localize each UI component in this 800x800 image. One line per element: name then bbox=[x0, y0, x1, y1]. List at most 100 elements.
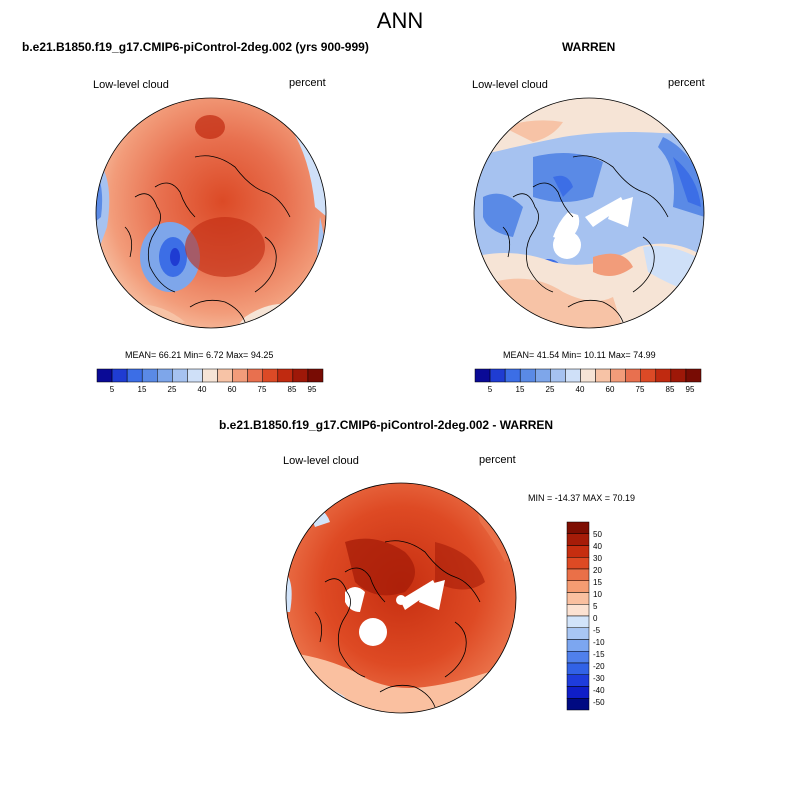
colorbar-swatch bbox=[566, 592, 590, 605]
colorbar-swatch bbox=[565, 368, 581, 383]
colorbar-swatch bbox=[232, 368, 248, 383]
bottom-polar-map bbox=[285, 482, 517, 714]
colorbar-swatch bbox=[504, 368, 521, 383]
colorbar-swatch bbox=[566, 568, 590, 581]
left-stats: MEAN= 66.21 Min= 6.72 Max= 94.25 bbox=[125, 350, 274, 360]
colorbar-swatch bbox=[566, 662, 590, 675]
left-colorbar-tick: 15 bbox=[137, 385, 147, 394]
left-colorbar-tick: 5 bbox=[109, 385, 115, 394]
left-panel-title: b.e21.B1850.f19_g17.CMIP6-piControl-2deg… bbox=[22, 40, 369, 54]
right-colorbar-labels: 5 15 25 40 60 75 85 95 bbox=[475, 385, 701, 397]
colorbar-swatch bbox=[217, 368, 233, 383]
bottom-colorbar-tick: 5 bbox=[593, 602, 598, 611]
left-colorbar bbox=[96, 368, 324, 383]
bottom-colorbar-tick: -50 bbox=[593, 698, 605, 707]
colorbar-swatch bbox=[566, 674, 590, 687]
left-colorbar-labels: 5 15 25 40 60 75 85 95 bbox=[97, 385, 323, 397]
bottom-colorbar-tick: -10 bbox=[593, 638, 605, 647]
colorbar-swatch bbox=[292, 368, 309, 383]
colorbar-swatch bbox=[111, 368, 128, 383]
bottom-colorbar-labels: 50 40 30 20 15 10 5 0 -5 -10 -15 -20 -30… bbox=[593, 526, 633, 716]
colorbar-swatch bbox=[519, 368, 536, 383]
colorbar-swatch bbox=[566, 545, 590, 558]
colorbar-swatch bbox=[566, 627, 590, 640]
colorbar-swatch bbox=[566, 639, 590, 652]
right-colorbar-swatches bbox=[474, 368, 702, 383]
right-stats: MEAN= 41.54 Min= 10.11 Max= 74.99 bbox=[503, 350, 656, 360]
bottom-panel-title: b.e21.B1850.f19_g17.CMIP6-piControl-2deg… bbox=[219, 418, 554, 432]
colorbar-swatch bbox=[141, 368, 158, 383]
colorbar-swatch bbox=[535, 368, 551, 383]
colorbar-swatch bbox=[566, 521, 590, 534]
right-colorbar bbox=[474, 368, 702, 383]
colorbar-swatch bbox=[474, 368, 491, 383]
colorbar-swatch bbox=[262, 368, 279, 383]
right-polar-map bbox=[473, 97, 705, 329]
right-colorbar-tick: 15 bbox=[515, 385, 525, 394]
right-units-label: percent bbox=[668, 77, 705, 89]
colorbar-swatch bbox=[566, 615, 590, 628]
left-colorbar-tick: 95 bbox=[307, 385, 317, 394]
bottom-colorbar bbox=[566, 521, 590, 711]
bottom-units-label: percent bbox=[479, 454, 516, 466]
bottom-colorbar-tick: 40 bbox=[593, 542, 602, 551]
bottom-colorbar-swatches bbox=[566, 521, 590, 711]
right-variable-label: Low-level cloud bbox=[472, 79, 548, 91]
colorbar-swatch bbox=[640, 368, 657, 383]
colorbar-swatch bbox=[566, 533, 590, 546]
colorbar-swatch bbox=[550, 368, 566, 383]
left-colorbar-tick: 85 bbox=[287, 385, 297, 394]
colorbar-swatch bbox=[685, 368, 702, 383]
colorbar-swatch bbox=[595, 368, 611, 383]
bottom-colorbar-tick: 10 bbox=[593, 590, 602, 599]
left-colorbar-tick: 60 bbox=[227, 385, 237, 394]
colorbar-swatch bbox=[566, 604, 590, 617]
bottom-colorbar-tick: -5 bbox=[593, 626, 601, 635]
left-colorbar-tick: 40 bbox=[197, 385, 207, 394]
right-colorbar-tick: 40 bbox=[575, 385, 585, 394]
colorbar-swatch bbox=[655, 368, 672, 383]
colorbar-swatch bbox=[566, 651, 590, 664]
colorbar-swatch bbox=[566, 557, 590, 570]
right-colorbar-tick: 60 bbox=[605, 385, 615, 394]
bottom-colorbar-tick: -40 bbox=[593, 686, 605, 695]
bottom-colorbar-tick: -30 bbox=[593, 674, 605, 683]
colorbar-swatch bbox=[566, 686, 590, 699]
colorbar-swatch bbox=[670, 368, 687, 383]
right-colorbar-tick: 95 bbox=[685, 385, 695, 394]
colorbar-swatch bbox=[202, 368, 218, 383]
right-colorbar-tick: 75 bbox=[635, 385, 645, 394]
bottom-colorbar-tick: 20 bbox=[593, 566, 602, 575]
colorbar-swatch bbox=[489, 368, 506, 383]
right-colorbar-tick: 25 bbox=[545, 385, 555, 394]
left-variable-label: Low-level cloud bbox=[93, 79, 169, 91]
colorbar-swatch bbox=[307, 368, 324, 383]
left-colorbar-tick: 75 bbox=[257, 385, 267, 394]
bottom-colorbar-tick: 0 bbox=[593, 614, 598, 623]
colorbar-swatch bbox=[625, 368, 641, 383]
colorbar-swatch bbox=[187, 368, 203, 383]
main-title: ANN bbox=[376, 8, 424, 33]
bottom-variable-label: Low-level cloud bbox=[283, 455, 359, 467]
right-panel-title: WARREN bbox=[562, 40, 616, 54]
colorbar-swatch bbox=[247, 368, 263, 383]
bottom-colorbar-tick: 15 bbox=[593, 578, 602, 587]
bottom-colorbar-tick: -20 bbox=[593, 662, 605, 671]
left-colorbar-swatches bbox=[96, 368, 324, 383]
colorbar-swatch bbox=[610, 368, 626, 383]
colorbar-swatch bbox=[580, 368, 596, 383]
right-colorbar-tick: 85 bbox=[665, 385, 675, 394]
right-colorbar-tick: 5 bbox=[487, 385, 493, 394]
colorbar-swatch bbox=[157, 368, 173, 383]
bottom-colorbar-tick: 50 bbox=[593, 530, 602, 539]
colorbar-swatch bbox=[566, 580, 590, 593]
colorbar-swatch bbox=[172, 368, 188, 383]
left-units-label: percent bbox=[289, 77, 326, 89]
left-colorbar-tick: 25 bbox=[167, 385, 177, 394]
colorbar-swatch bbox=[566, 698, 590, 711]
colorbar-swatch bbox=[277, 368, 294, 383]
bottom-colorbar-tick: 30 bbox=[593, 554, 602, 563]
bottom-stats: MIN = -14.37 MAX = 70.19 bbox=[528, 493, 636, 503]
bottom-colorbar-tick: -15 bbox=[593, 650, 605, 659]
left-polar-map bbox=[95, 97, 327, 329]
